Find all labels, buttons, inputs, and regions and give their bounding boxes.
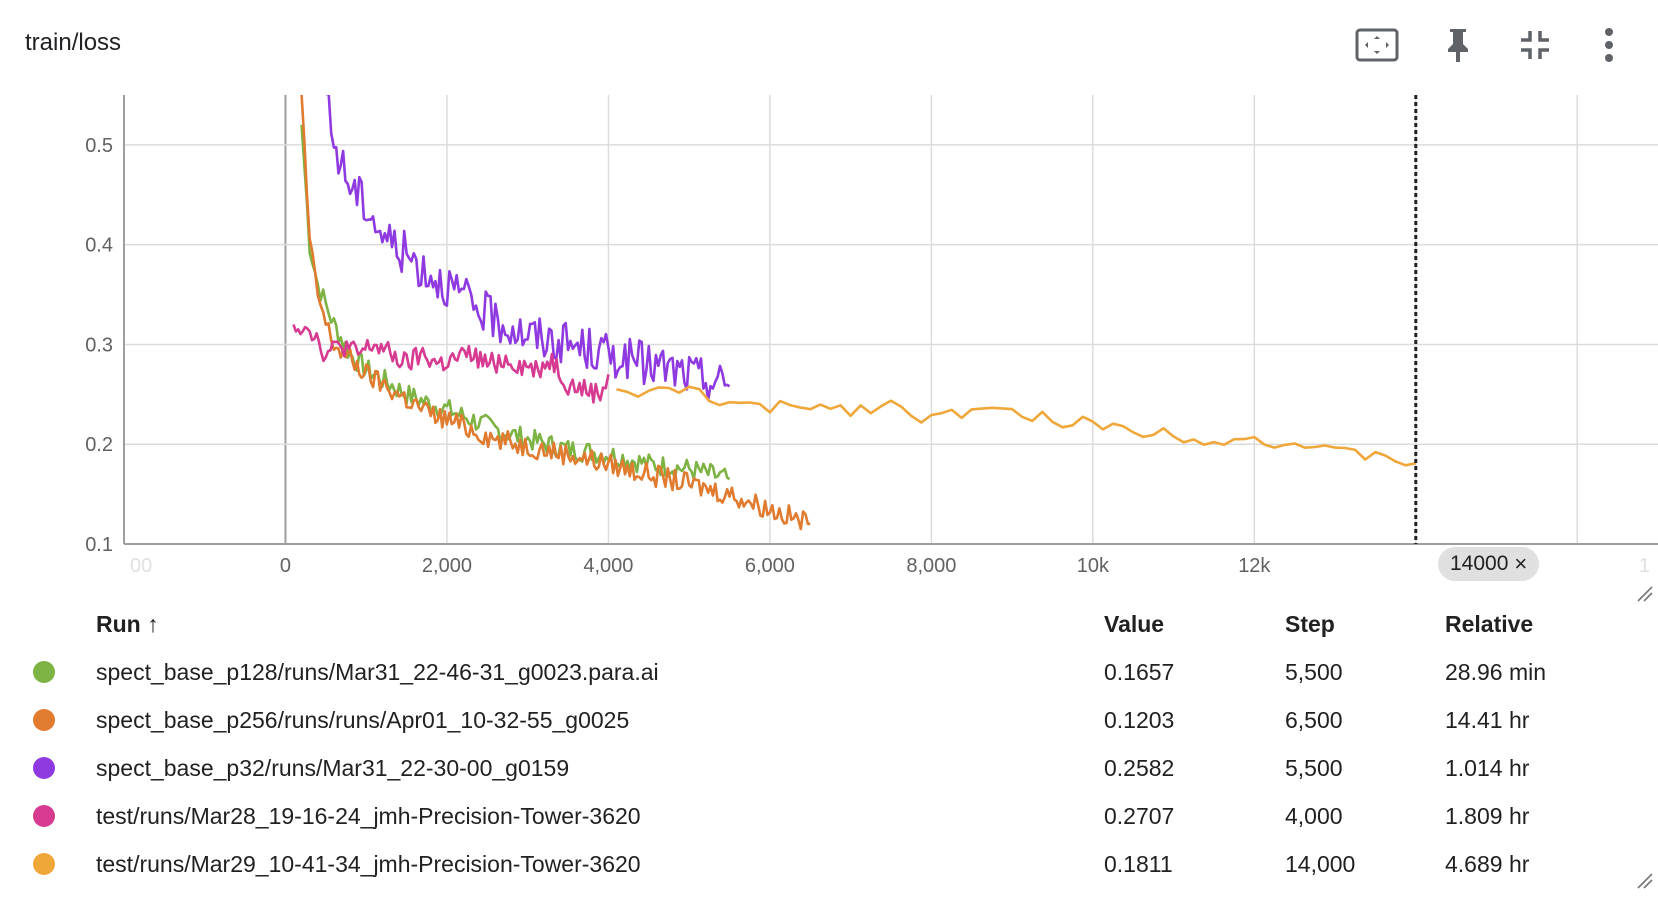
run-value: 0.1657 bbox=[1104, 658, 1175, 685]
run-step: 6,500 bbox=[1285, 706, 1343, 733]
header-value[interactable]: Value bbox=[1104, 610, 1165, 637]
fit-domain-button[interactable] bbox=[1352, 22, 1402, 68]
run-value: 0.2707 bbox=[1104, 802, 1175, 829]
table-row[interactable]: spect_base_p32/runs/Mar31_22-30-00_g0159… bbox=[0, 744, 1658, 792]
y-tick-label: 0.5 bbox=[85, 135, 113, 157]
x-tick-label: 8,000 bbox=[906, 555, 956, 577]
run-value: 0.1811 bbox=[1104, 850, 1173, 877]
series-line bbox=[325, 95, 731, 402]
table-header: Run ↑ Value Step Relative bbox=[0, 600, 1658, 648]
run-relative: 1.809 hr bbox=[1445, 802, 1530, 829]
series-line bbox=[616, 385, 1417, 467]
run-name: test/runs/Mar29_10-41-34_jmh-Precision-T… bbox=[96, 850, 641, 877]
run-relative: 1.014 hr bbox=[1445, 754, 1530, 781]
series-line bbox=[300, 95, 811, 531]
run-step: 4,000 bbox=[1285, 802, 1343, 829]
table-row[interactable]: test/runs/Mar29_10-41-34_jmh-Precision-T… bbox=[0, 840, 1658, 888]
table-resize-handle-icon[interactable] bbox=[1636, 872, 1654, 890]
y-tick-label: 0.3 bbox=[85, 334, 113, 356]
fit-domain-icon bbox=[1355, 28, 1399, 62]
header-relative[interactable]: Relative bbox=[1445, 610, 1534, 637]
y-tick-label: 0.1 bbox=[85, 534, 113, 556]
resize-handle-icon[interactable] bbox=[1636, 585, 1654, 603]
x-tick-label: 6,000 bbox=[745, 555, 795, 577]
x-tick-label: 0 bbox=[280, 555, 291, 577]
more-vert-icon bbox=[1605, 28, 1613, 62]
series-line bbox=[300, 124, 731, 481]
pin-icon bbox=[1448, 29, 1468, 62]
x-tick-label: 1 bbox=[1639, 555, 1650, 577]
run-relative: 14.41 hr bbox=[1445, 706, 1530, 733]
chart-title: train/loss bbox=[25, 29, 122, 56]
run-step: 14,000 bbox=[1285, 850, 1356, 877]
step-cursor-chip[interactable]: 14000 × bbox=[1438, 547, 1540, 581]
collapse-button[interactable] bbox=[1510, 22, 1560, 68]
run-step: 5,500 bbox=[1285, 658, 1343, 685]
pin-button[interactable] bbox=[1433, 22, 1483, 68]
run-name: spect_base_p128/runs/Mar31_22-46-31_g002… bbox=[96, 658, 659, 685]
x-tick-label: 10k bbox=[1077, 555, 1110, 577]
x-tick-label: 12k bbox=[1238, 555, 1271, 577]
run-value: 0.2582 bbox=[1104, 754, 1175, 781]
run-color-dot bbox=[33, 805, 55, 827]
header-step[interactable]: Step bbox=[1285, 610, 1335, 637]
y-tick-label: 0.2 bbox=[85, 434, 113, 456]
run-color-dot bbox=[33, 661, 55, 683]
run-name: spect_base_p256/runs/runs/Apr01_10-32-55… bbox=[96, 706, 630, 733]
step-chip-label: 14000 bbox=[1450, 552, 1509, 575]
line-chart[interactable]: 0.5 0.4 0.3 0.2 0.1 0 2,000 4,000 6,000 8,000 10k 1… bbox=[0, 0, 1658, 590]
close-icon[interactable]: × bbox=[1514, 551, 1528, 576]
y-tick-label: 0.4 bbox=[85, 235, 113, 257]
table-row[interactable]: spect_base_p128/runs/Mar31_22-46-31_g002… bbox=[0, 648, 1658, 696]
run-relative: 28.96 min bbox=[1445, 658, 1547, 685]
more-options-button[interactable] bbox=[1584, 22, 1634, 68]
run-color-dot bbox=[33, 853, 55, 875]
table-row[interactable]: spect_base_p256/runs/runs/Apr01_10-32-55… bbox=[0, 696, 1658, 744]
header-run[interactable]: Run ↑ bbox=[96, 610, 159, 637]
x-tick-label: 00 bbox=[130, 555, 152, 577]
run-color-dot bbox=[33, 757, 55, 779]
run-color-dot bbox=[33, 709, 55, 731]
run-value: 0.1203 bbox=[1104, 706, 1175, 733]
series-line bbox=[292, 324, 610, 404]
x-tick-label: 2,000 bbox=[422, 555, 472, 577]
run-step: 5,500 bbox=[1285, 754, 1343, 781]
run-relative: 4.689 hr bbox=[1445, 850, 1530, 877]
run-name: spect_base_p32/runs/Mar31_22-30-00_g0159 bbox=[96, 754, 570, 781]
x-tick-label: 4,000 bbox=[583, 555, 633, 577]
runs-table: Run ↑ Value Step Relative spect_base_p12… bbox=[0, 600, 1658, 888]
table-row[interactable]: test/runs/Mar28_19-16-24_jmh-Precision-T… bbox=[0, 792, 1658, 840]
run-name: test/runs/Mar28_19-16-24_jmh-Precision-T… bbox=[96, 802, 641, 829]
collapse-icon bbox=[1521, 31, 1549, 59]
